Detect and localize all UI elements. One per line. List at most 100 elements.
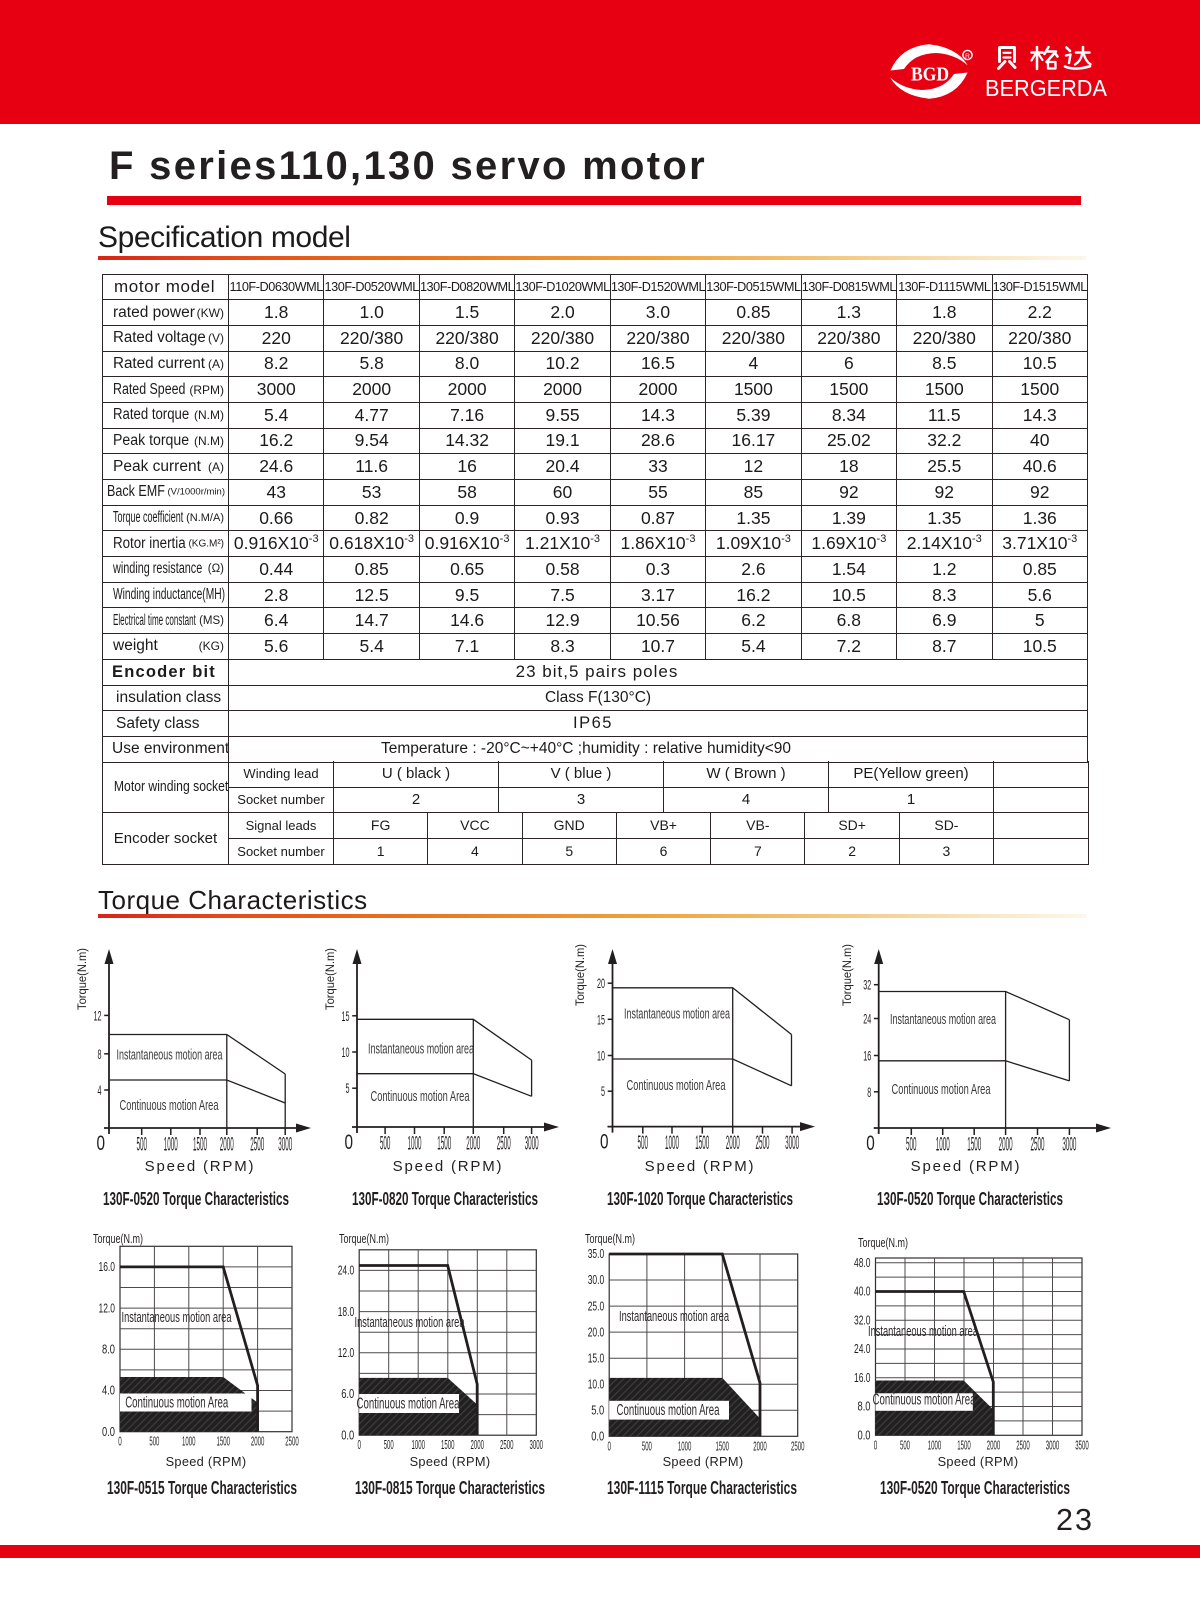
svg-text:2000: 2000 <box>987 1437 1001 1452</box>
svg-text:2500: 2500 <box>1031 1134 1045 1155</box>
svg-text:0.0: 0.0 <box>591 1429 604 1444</box>
svg-text:3000: 3000 <box>525 1133 539 1154</box>
svg-text:Torque(N.m): Torque(N.m) <box>323 948 337 1010</box>
svg-text:3000: 3000 <box>278 1134 292 1155</box>
svg-text:15: 15 <box>597 1011 605 1027</box>
svg-text:16.0: 16.0 <box>854 1370 871 1385</box>
svg-text:10.0: 10.0 <box>588 1376 605 1391</box>
svg-text:BGD: BGD <box>911 65 949 86</box>
svg-text:Torque(N.m): Torque(N.m) <box>75 948 89 1010</box>
svg-text:5.0: 5.0 <box>591 1403 604 1418</box>
svg-text:BERGERDA: BERGERDA <box>985 75 1107 101</box>
svg-text:Instantaneous motion area: Instantaneous motion area <box>368 1042 475 1058</box>
svg-text:32.0: 32.0 <box>854 1313 871 1328</box>
svg-text:1500: 1500 <box>193 1134 207 1155</box>
svg-text:16: 16 <box>863 1048 871 1064</box>
svg-text:130F-0520 Torque Characteristi: 130F-0520 Torque Characteristics <box>880 1478 1070 1498</box>
svg-text:5: 5 <box>601 1083 605 1099</box>
svg-text:130F-1115 Torque Characteristi: 130F-1115 Torque Characteristics <box>607 1478 797 1498</box>
svg-text:1500: 1500 <box>695 1133 709 1154</box>
svg-text:1000: 1000 <box>411 1437 425 1452</box>
svg-text:1000: 1000 <box>164 1134 178 1155</box>
svg-text:12.0: 12.0 <box>99 1300 116 1315</box>
svg-text:0: 0 <box>874 1437 878 1452</box>
svg-text:1000: 1000 <box>182 1434 196 1449</box>
svg-text:1000: 1000 <box>678 1438 692 1453</box>
svg-text:30.0: 30.0 <box>588 1272 605 1287</box>
svg-text:12.0: 12.0 <box>338 1345 355 1360</box>
svg-text:12: 12 <box>94 1007 102 1023</box>
svg-text:2000: 2000 <box>220 1134 234 1155</box>
svg-text:Continuous motion Area: Continuous motion Area <box>892 1082 992 1098</box>
svg-text:Torque(N.m): Torque(N.m) <box>585 1232 635 1246</box>
svg-text:Speed (RPM): Speed (RPM) <box>645 1158 756 1175</box>
svg-text:2500: 2500 <box>756 1133 770 1154</box>
svg-text:0.0: 0.0 <box>341 1427 354 1442</box>
svg-text:Speed (RPM): Speed (RPM) <box>393 1158 504 1175</box>
svg-text:40.0: 40.0 <box>854 1284 871 1299</box>
svg-text:2500: 2500 <box>250 1134 264 1155</box>
svg-text:2000: 2000 <box>753 1438 767 1453</box>
svg-text:2000: 2000 <box>466 1133 480 1154</box>
svg-text:Instantaneous motion area: Instantaneous motion area <box>619 1308 729 1325</box>
svg-text:24.0: 24.0 <box>854 1341 871 1356</box>
svg-text:Speed (RPM): Speed (RPM) <box>911 1158 1022 1175</box>
svg-text:6.0: 6.0 <box>341 1386 354 1401</box>
svg-text:Speed (RPM): Speed (RPM) <box>145 1158 256 1175</box>
svg-text:2000: 2000 <box>251 1434 265 1449</box>
svg-text:18.0: 18.0 <box>338 1304 355 1319</box>
svg-text:Continuous motion Area: Continuous motion Area <box>371 1089 471 1105</box>
svg-text:0.0: 0.0 <box>858 1428 871 1443</box>
svg-text:1500: 1500 <box>216 1434 230 1449</box>
svg-text:1500: 1500 <box>437 1133 451 1154</box>
svg-text:Speed (RPM): Speed (RPM) <box>663 1454 744 1469</box>
svg-text:2500: 2500 <box>1016 1437 1030 1452</box>
svg-text:Torque(N.m): Torque(N.m) <box>840 944 854 1006</box>
svg-text:24: 24 <box>863 1011 871 1027</box>
svg-text:Torque(N.m): Torque(N.m) <box>339 1232 389 1246</box>
svg-text:130F-0520 Torque Characteristi: 130F-0520 Torque Characteristics <box>103 1189 289 1209</box>
svg-text:8.0: 8.0 <box>858 1399 871 1414</box>
svg-text:3000: 3000 <box>1046 1437 1060 1452</box>
svg-text:0: 0 <box>97 1132 106 1155</box>
svg-text:20: 20 <box>597 975 605 991</box>
svg-text:15.0: 15.0 <box>588 1350 605 1365</box>
svg-text:0.0: 0.0 <box>102 1424 115 1439</box>
svg-text:500: 500 <box>638 1133 649 1154</box>
svg-text:0: 0 <box>866 1132 875 1155</box>
svg-text:10: 10 <box>597 1048 605 1064</box>
svg-text:0: 0 <box>118 1434 122 1449</box>
svg-text:Continuous motion Area: Continuous motion Area <box>617 1402 720 1419</box>
svg-text:Instantaneous motion area: Instantaneous motion area <box>117 1048 224 1064</box>
svg-text:2000: 2000 <box>471 1437 485 1452</box>
svg-text:500: 500 <box>136 1134 147 1155</box>
svg-text:0: 0 <box>357 1437 361 1452</box>
svg-text:8: 8 <box>867 1084 871 1100</box>
svg-text:3000: 3000 <box>530 1437 544 1452</box>
svg-text:Speed (RPM): Speed (RPM) <box>166 1454 247 1469</box>
svg-text:500: 500 <box>906 1134 917 1155</box>
svg-text:1000: 1000 <box>665 1133 679 1154</box>
svg-text:Continuous motion Area: Continuous motion Area <box>357 1396 460 1413</box>
svg-text:500: 500 <box>149 1434 159 1449</box>
svg-text:Speed (RPM): Speed (RPM) <box>938 1454 1019 1469</box>
svg-text:20.0: 20.0 <box>588 1324 605 1339</box>
svg-text:4.0: 4.0 <box>102 1383 115 1398</box>
svg-text:25.0: 25.0 <box>588 1298 605 1313</box>
svg-text:Speed (RPM): Speed (RPM) <box>410 1454 491 1469</box>
svg-text:4: 4 <box>98 1082 102 1098</box>
svg-text:130F-0815 Torque Characteristi: 130F-0815 Torque Characteristics <box>355 1478 545 1498</box>
svg-text:3000: 3000 <box>1062 1134 1076 1155</box>
svg-text:500: 500 <box>900 1437 910 1452</box>
svg-text:0: 0 <box>345 1131 354 1154</box>
svg-text:2000: 2000 <box>726 1133 740 1154</box>
svg-text:2500: 2500 <box>497 1133 511 1154</box>
svg-text:2000: 2000 <box>999 1134 1013 1155</box>
svg-text:2500: 2500 <box>500 1437 514 1452</box>
svg-text:16.0: 16.0 <box>99 1259 116 1274</box>
svg-text:1500: 1500 <box>957 1437 971 1452</box>
svg-text:3000: 3000 <box>785 1133 799 1154</box>
svg-text:1000: 1000 <box>928 1437 942 1452</box>
svg-text:1000: 1000 <box>936 1134 950 1155</box>
svg-text:130F-0515 Torque Characteristi: 130F-0515 Torque Characteristics <box>107 1478 297 1498</box>
